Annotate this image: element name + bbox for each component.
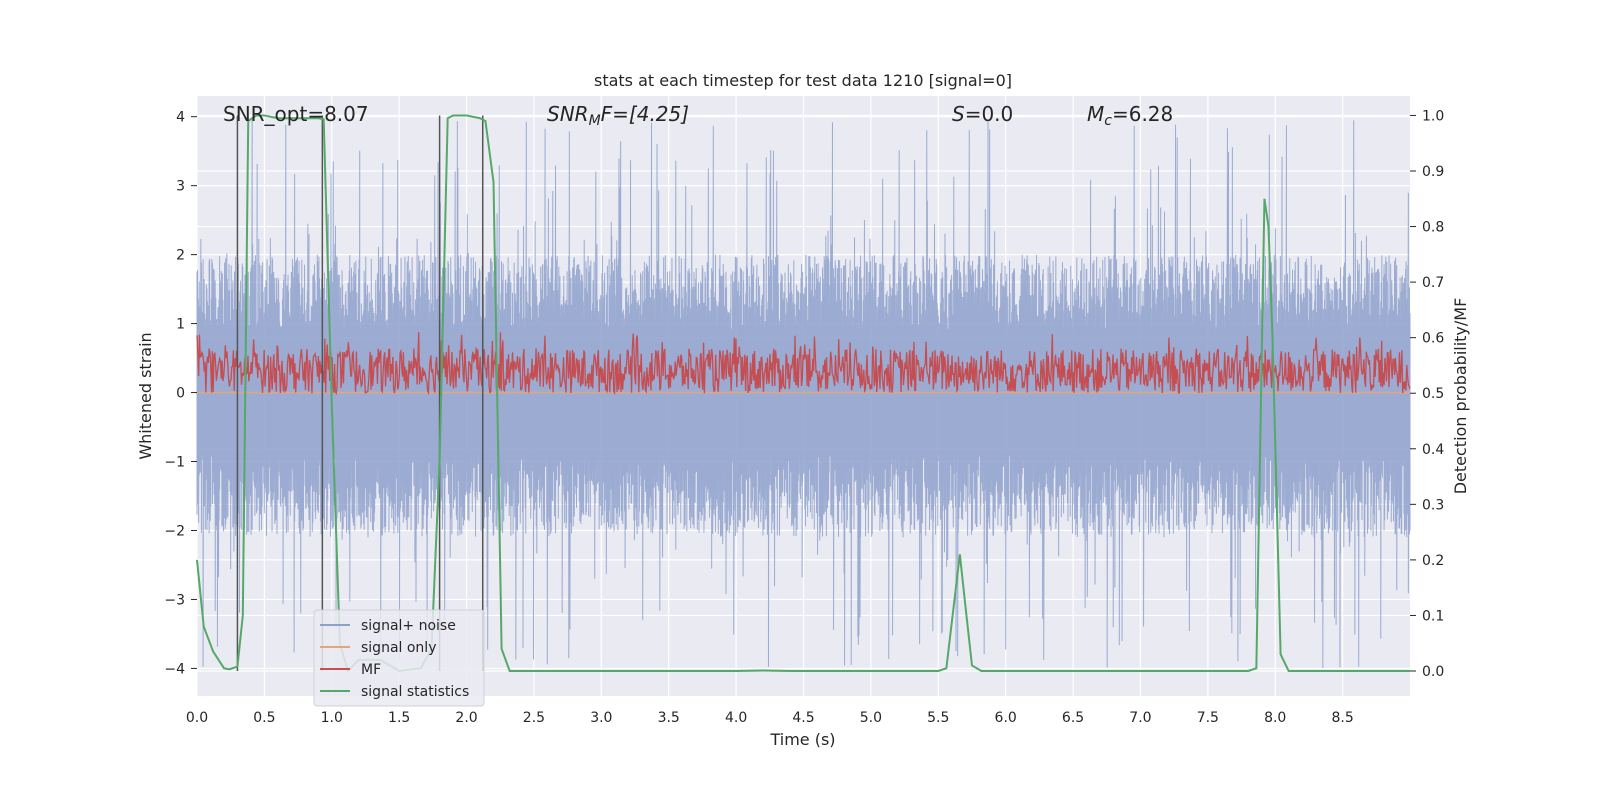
y-right-tick-label: 0.3 bbox=[1422, 497, 1444, 513]
x-axis-ticks: 0.0 0.5 1.0 1.5 2.0 2.5 3.0 3.5 4.0 4.5 5.0 5.5 6.0 6… bbox=[186, 710, 1354, 726]
x-tick-label: 5.0 bbox=[860, 710, 882, 726]
y-right-tick-label: 0.0 bbox=[1422, 664, 1444, 680]
mf-line bbox=[196, 332, 1411, 396]
signal-statistics-line bbox=[196, 114, 1410, 673]
y-right-tick-label: 0.2 bbox=[1422, 553, 1444, 569]
y-right-axis-label: Detection probability/MF bbox=[1451, 298, 1470, 495]
mf-series bbox=[196, 332, 1411, 396]
y-left-tick-label: −1 bbox=[164, 455, 185, 471]
x-tick-label: 2.0 bbox=[455, 710, 477, 726]
y-right-tick-label: 0.8 bbox=[1422, 220, 1444, 236]
x-tick-label: 0.5 bbox=[253, 710, 275, 726]
signal-noise-series bbox=[196, 117, 1411, 669]
x-tick-label: 4.0 bbox=[725, 710, 747, 726]
y-right-axis-ticks: 1.0 0.9 0.8 0.7 0.6 0.5 0.4 0.3 0.2 0.1 0.0 bbox=[1410, 108, 1444, 680]
x-tick-label: 5.5 bbox=[927, 710, 949, 726]
legend-label-mf: MF bbox=[361, 662, 381, 678]
y-left-tick-label: 0 bbox=[176, 386, 185, 402]
x-axis-label: Time (s) bbox=[769, 730, 835, 749]
annotation-mc: Mc=6.28 bbox=[1087, 102, 1173, 129]
x-tick-label: 6.0 bbox=[995, 710, 1017, 726]
legend-box bbox=[313, 609, 485, 707]
y-left-tick-label: −2 bbox=[164, 523, 185, 539]
y-right-tick-label: 0.4 bbox=[1422, 442, 1444, 458]
annotation-snr-opt: SNR_opt=8.07 bbox=[223, 102, 369, 126]
x-tick-label: 7.5 bbox=[1197, 710, 1219, 726]
signal-statistics-series bbox=[196, 114, 1410, 673]
x-tick-label: 4.5 bbox=[792, 710, 814, 726]
signal-noise-line bbox=[196, 117, 1411, 669]
legend-label-signal-statistics: signal statistics bbox=[361, 684, 469, 700]
y-left-tick-label: 1 bbox=[176, 317, 185, 333]
y-right-tick-label: 0.9 bbox=[1422, 164, 1444, 180]
legend-label-signal-only: signal only bbox=[361, 640, 436, 656]
y-left-tick-label: −3 bbox=[164, 592, 185, 608]
annotation-s: S=0.0 bbox=[952, 102, 1013, 126]
x-tick-label: 7.0 bbox=[1129, 710, 1151, 726]
y-left-tick-label: 2 bbox=[176, 248, 185, 264]
y-right-tick-label: 0.5 bbox=[1422, 386, 1444, 402]
x-tick-label: 8.5 bbox=[1331, 710, 1353, 726]
x-tick-label: 1.5 bbox=[388, 710, 410, 726]
x-tick-label: 2.5 bbox=[523, 710, 545, 726]
y-right-tick-label: 0.6 bbox=[1422, 331, 1444, 347]
y-left-tick-label: −4 bbox=[164, 661, 185, 677]
x-tick-label: 0.0 bbox=[186, 710, 208, 726]
x-tick-label: 1.0 bbox=[321, 710, 343, 726]
annotation-snr-mf: SNRMF=[4.25] bbox=[547, 102, 689, 129]
x-tick-label: 8.0 bbox=[1264, 710, 1286, 726]
y-right-tick-label: 0.1 bbox=[1422, 608, 1444, 624]
legend: signal+ noise signal only MF signal stat… bbox=[313, 609, 485, 707]
x-tick-label: 3.5 bbox=[658, 710, 680, 726]
legend-label-signal-noise: signal+ noise bbox=[361, 618, 456, 634]
y-right-tick-label: 1.0 bbox=[1422, 108, 1444, 124]
marker-lines bbox=[236, 115, 484, 671]
x-tick-label: 6.5 bbox=[1062, 710, 1084, 726]
x-tick-label: 3.0 bbox=[590, 710, 612, 726]
chart-title: stats at each timestep for test data 121… bbox=[594, 71, 1012, 90]
y-left-axis-label: Whitened strain bbox=[136, 332, 155, 459]
y-left-tick-label: 4 bbox=[176, 110, 185, 126]
y-left-tick-label: 3 bbox=[176, 179, 185, 195]
y-right-tick-label: 0.7 bbox=[1422, 275, 1444, 291]
y-left-axis-ticks: 4 3 2 1 0 −1 −2 −3 −4 bbox=[164, 110, 197, 677]
